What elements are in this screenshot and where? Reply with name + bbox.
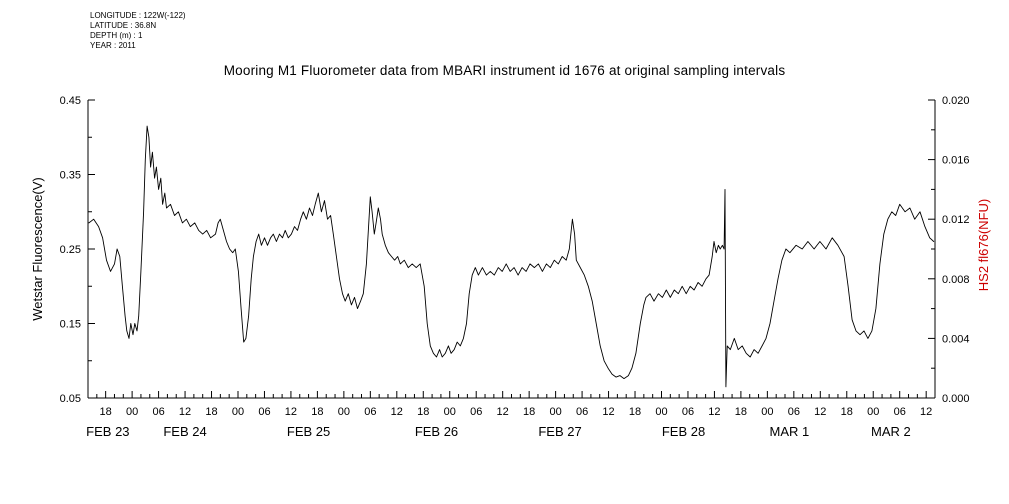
- x-date-label: FEB 26: [415, 424, 458, 439]
- y-left-axis: 0.05 0.15 0.25 0.35 0.45: [60, 95, 95, 405]
- x-hour-tick-label: 00: [126, 406, 138, 418]
- y-right-tick-label: 0.000: [942, 393, 970, 405]
- x-hour-tick-label: 12: [920, 406, 932, 418]
- x-hour-tick-label: 06: [576, 406, 588, 418]
- data-series: [88, 125, 935, 388]
- x-date-labels: FEB 23 FEB 24 FEB 25 FEB 26 FEB 27 FEB 28 MAR …: [86, 424, 911, 439]
- x-hour-tick-label: 06: [152, 406, 164, 418]
- y-right-axis: 0.000 0.004 0.008 0.012 0.016 0.020: [928, 95, 970, 405]
- x-hour-tick-label: 00: [338, 406, 350, 418]
- x-hour-tick-label: 18: [523, 406, 535, 418]
- x-hour-tick-label: 18: [205, 406, 217, 418]
- meta-longitude: LONGITUDE : 122W(-122): [90, 11, 186, 20]
- x-axis: 18 00 06 12 18 00 06 12 18 00 06 12 18 00 06 12 18 00 06 12…: [96, 391, 932, 418]
- x-hour-tick-label: 12: [602, 406, 614, 418]
- x-hour-tick-label: 06: [894, 406, 906, 418]
- chart-title: Mooring M1 Fluorometer data from MBARI i…: [223, 63, 786, 78]
- x-hour-tick-label: 18: [841, 406, 853, 418]
- x-hour-tick-label: 12: [497, 406, 509, 418]
- x-hour-tick-label: 00: [444, 406, 456, 418]
- x-hour-tick-label: 06: [470, 406, 482, 418]
- x-hour-tick-label: 00: [761, 406, 773, 418]
- y-right-tick-label: 0.016: [942, 155, 970, 167]
- meta-latitude: LATITUDE : 36.8N: [90, 21, 157, 30]
- y-left-tick-label: 0.15: [60, 319, 81, 331]
- x-hour-tick-label: 12: [814, 406, 826, 418]
- x-hour-tick-label: 12: [708, 406, 720, 418]
- x-hour-tick-label: 00: [655, 406, 667, 418]
- axis-frame: [87, 100, 936, 399]
- meta-depth: DEPTH (m) : 1: [90, 31, 143, 40]
- x-hour-tick-label: 12: [391, 406, 403, 418]
- y-left-tick-label: 0.05: [60, 393, 81, 405]
- metadata-block: LONGITUDE : 122W(-122) LATITUDE : 36.8N …: [90, 11, 186, 51]
- x-hour-tick-label: 00: [232, 406, 244, 418]
- x-hour-tick-label: 18: [417, 406, 429, 418]
- y-left-tick-label: 0.25: [60, 244, 81, 256]
- y-right-tick-label: 0.020: [942, 95, 970, 107]
- x-hour-tick-label: 00: [549, 406, 561, 418]
- meta-year: YEAR : 2011: [90, 41, 136, 50]
- x-date-label: FEB 24: [163, 424, 206, 439]
- x-date-label: FEB 27: [538, 424, 581, 439]
- x-hour-tick-label: 18: [735, 406, 747, 418]
- x-hour-tick-label: 18: [629, 406, 641, 418]
- y-right-tick-label: 0.004: [942, 333, 970, 345]
- y-right-tick-label: 0.012: [942, 214, 970, 226]
- y-left-tick-label: 0.45: [60, 95, 81, 107]
- x-date-label: FEB 25: [287, 424, 330, 439]
- x-hour-tick-label: 06: [364, 406, 376, 418]
- x-hour-tick-label: 18: [311, 406, 323, 418]
- fluorescence-line: [88, 125, 935, 388]
- x-hour-tick-label: 12: [179, 406, 191, 418]
- x-date-label: MAR 1: [770, 424, 810, 439]
- x-date-label: FEB 23: [86, 424, 129, 439]
- x-hour-tick-label: 18: [100, 406, 112, 418]
- x-hour-tick-label: 06: [258, 406, 270, 418]
- x-hour-tick-label: 12: [285, 406, 297, 418]
- x-hour-tick-label: 00: [867, 406, 879, 418]
- y-right-tick-label: 0.008: [942, 274, 970, 286]
- x-date-label: MAR 2: [871, 424, 911, 439]
- y-left-tick-label: 0.35: [60, 170, 81, 182]
- x-hour-tick-label: 06: [682, 406, 694, 418]
- x-date-label: FEB 28: [662, 424, 705, 439]
- x-hour-tick-label: 06: [788, 406, 800, 418]
